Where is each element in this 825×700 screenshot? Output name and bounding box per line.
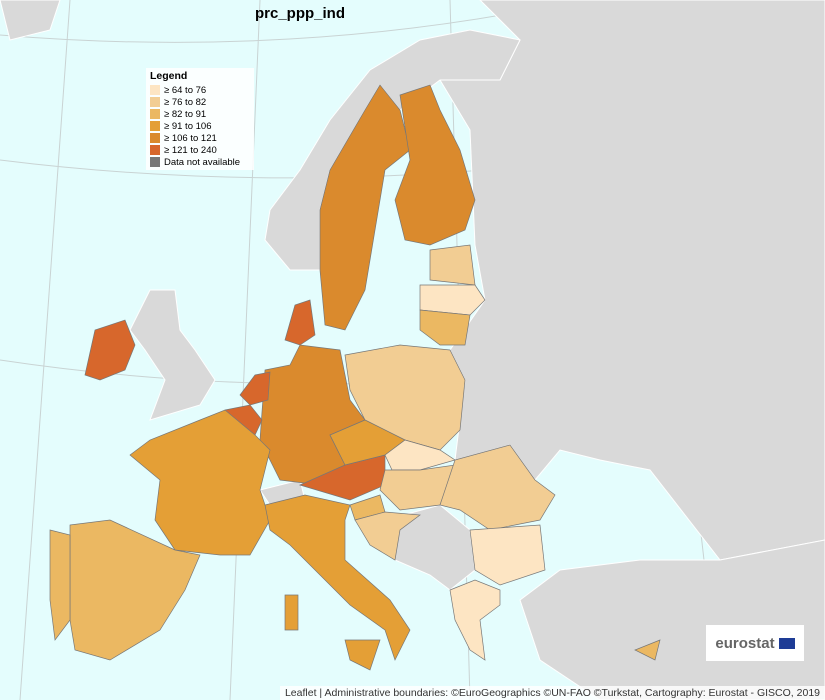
country — [419, 284, 486, 316]
country — [239, 371, 271, 406]
country — [354, 511, 421, 561]
land — [519, 539, 825, 700]
legend-swatch — [150, 133, 160, 143]
country — [469, 524, 546, 586]
country — [344, 639, 381, 671]
country — [264, 494, 411, 661]
land — [129, 289, 216, 421]
country — [394, 84, 476, 246]
legend-swatch — [150, 157, 160, 167]
legend-swatch — [150, 97, 160, 107]
legend-item: ≥ 121 to 240 — [150, 144, 250, 156]
legend-item: ≥ 82 to 91 — [150, 108, 250, 120]
legend-label: ≥ 121 to 240 — [164, 144, 217, 156]
legend-label: Data not available — [164, 156, 241, 168]
legend-item: ≥ 91 to 106 — [150, 120, 250, 132]
legend-item: ≥ 76 to 82 — [150, 96, 250, 108]
legend-label: ≥ 91 to 106 — [164, 120, 212, 132]
country — [634, 639, 661, 661]
attribution: Leaflet | Administrative boundaries: ©Eu… — [279, 686, 825, 700]
legend-label: ≥ 106 to 121 — [164, 132, 217, 144]
legend-item: Data not available — [150, 156, 250, 168]
logo-text: eurostat — [715, 634, 775, 652]
land — [0, 0, 61, 41]
country — [129, 409, 271, 556]
legend-swatch — [150, 85, 160, 95]
legend-swatch — [150, 121, 160, 131]
legend-label: ≥ 76 to 82 — [164, 96, 207, 108]
country — [84, 319, 136, 381]
country — [284, 594, 299, 631]
legend-item: ≥ 64 to 76 — [150, 84, 250, 96]
legend-title: Legend — [150, 70, 188, 82]
country — [419, 309, 471, 346]
country — [344, 344, 466, 451]
legend-swatch — [150, 109, 160, 119]
legend-label: ≥ 82 to 91 — [164, 108, 207, 120]
country — [49, 529, 71, 641]
legend-label: ≥ 64 to 76 — [164, 84, 207, 96]
legend-swatch — [150, 145, 160, 155]
logo: eurostat — [706, 625, 804, 661]
country — [284, 299, 316, 346]
legend: Legend ≥ 64 to 76 ≥ 76 to 82 ≥ 82 to 91 ≥ 9… — [146, 68, 254, 170]
country — [319, 84, 411, 331]
countries — [49, 84, 661, 671]
country — [429, 244, 476, 286]
country — [439, 444, 556, 531]
legend-item: ≥ 106 to 121 — [150, 132, 250, 144]
land — [384, 504, 476, 591]
map-title: prc_ppp_ind — [254, 5, 345, 22]
logo-flag — [778, 637, 795, 649]
country — [449, 579, 501, 661]
